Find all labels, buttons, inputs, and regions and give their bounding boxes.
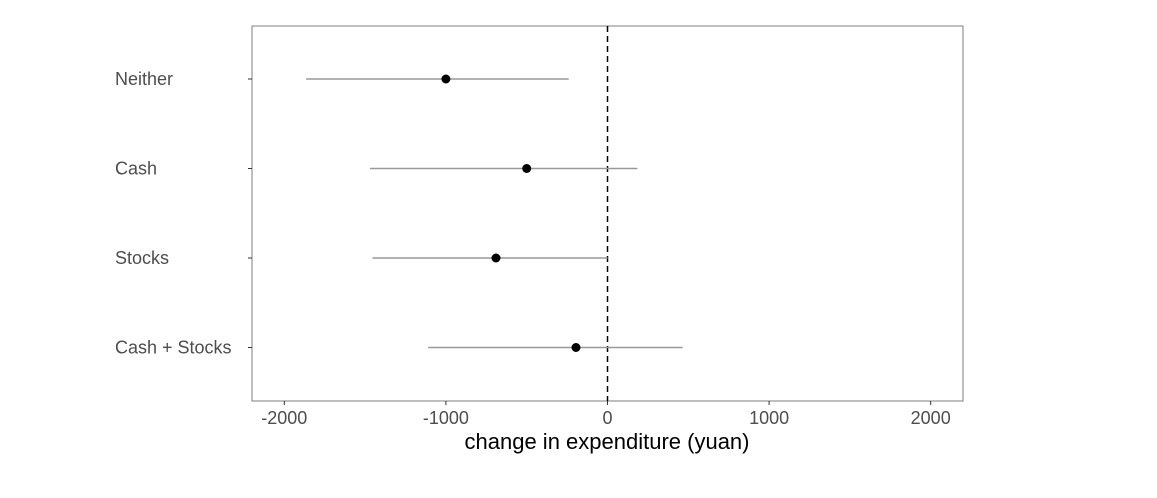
x-tick-label: -1000 (423, 408, 469, 428)
x-tick-label: 0 (602, 408, 612, 428)
estimate-point (571, 343, 581, 352)
confidence-intervals (306, 78, 683, 349)
y-axis: Neither Cash Stocks Cash + Stocks (115, 69, 252, 358)
x-tick-label: 1000 (749, 408, 789, 428)
x-tick-label: -2000 (261, 408, 307, 428)
estimate-point (441, 74, 451, 84)
y-tick-label: Stocks (115, 248, 169, 268)
x-tick-label: 2000 (911, 408, 951, 428)
plot-panel (251, 25, 964, 402)
y-tick-label: Cash (115, 159, 157, 179)
y-tick-label: Cash + Stocks (115, 338, 232, 358)
estimate-point (491, 253, 501, 263)
estimate-point (522, 164, 532, 173)
y-tick-label: Neither (115, 69, 173, 89)
x-axis-title: change in expenditure (yuan) (465, 429, 750, 454)
point-estimates (441, 74, 581, 352)
x-axis: -2000 -1000 0 1000 2000 (261, 401, 951, 428)
